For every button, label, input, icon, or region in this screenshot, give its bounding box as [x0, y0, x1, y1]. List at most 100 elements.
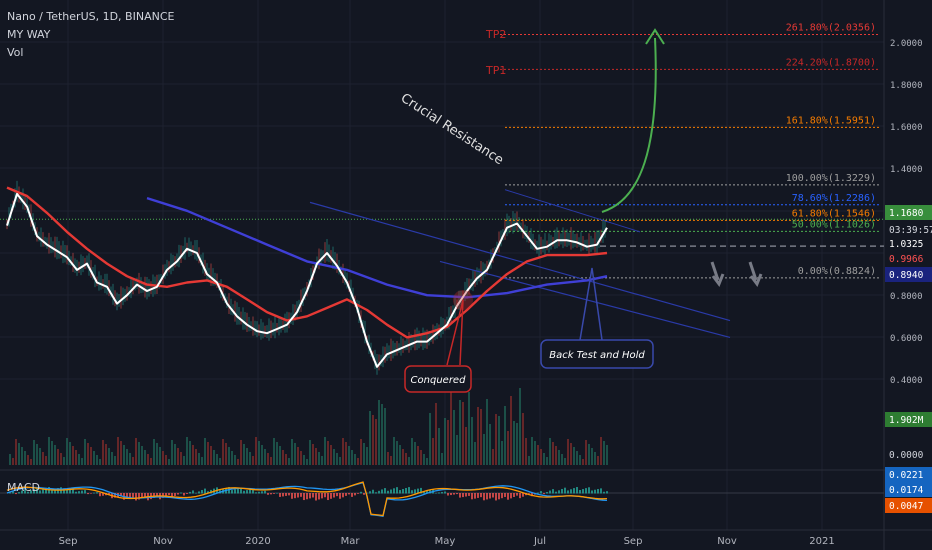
x-tick-label: Nov: [717, 536, 737, 547]
volume-bar: [279, 446, 281, 465]
macd-hist: [90, 493, 92, 494]
macd-hist: [456, 493, 458, 495]
volume-bar: [198, 453, 200, 465]
macd-hist: [498, 493, 500, 500]
volume-bar: [582, 459, 584, 465]
volume-bar: [510, 396, 512, 465]
volume-bar: [303, 455, 305, 465]
fib-label: 161.80%(1.5951): [786, 115, 876, 126]
fib-label: 100.00%(1.3229): [786, 173, 876, 184]
volume-bar: [417, 446, 419, 465]
macd-hist: [192, 490, 194, 494]
indicator-myway: MY WAY: [7, 28, 51, 41]
volume-bar: [102, 440, 104, 465]
macd-hist: [39, 490, 41, 494]
volume-bar: [51, 441, 53, 465]
macd-hist: [360, 491, 362, 494]
macd-hist: [291, 493, 293, 499]
volume-bar: [501, 441, 503, 465]
macd-hist: [390, 489, 392, 494]
volume-bar: [471, 417, 473, 465]
volume-bar: [321, 456, 323, 465]
volume-bar: [570, 443, 572, 465]
macd-hist: [417, 488, 419, 494]
volume-bar: [111, 452, 113, 465]
volume-bar: [378, 400, 380, 465]
macd-hist: [12, 491, 14, 494]
volume-bar: [213, 450, 215, 465]
macd-hist: [78, 491, 80, 494]
volume-bar: [342, 438, 344, 465]
macd-hist: [57, 488, 59, 494]
volume-bar: [69, 442, 71, 465]
macd-hist: [516, 493, 518, 496]
macd-hist: [99, 493, 101, 497]
volume-bar: [210, 446, 212, 465]
macd-hist: [477, 493, 479, 498]
volume-bar: [81, 458, 83, 465]
macd-hist: [438, 492, 440, 494]
volume-bar: [606, 445, 608, 465]
volume-bar: [123, 445, 125, 465]
macd-hist: [546, 492, 548, 494]
volume-bar: [597, 456, 599, 465]
volume-bar: [57, 449, 59, 465]
volume-bar: [66, 438, 68, 465]
macd-hist: [165, 493, 167, 497]
volume-bar: [309, 440, 311, 465]
volume-bar: [153, 439, 155, 465]
macd-hist: [570, 489, 572, 494]
macd-hist: [330, 493, 332, 499]
y-tick-label: 1.6000: [890, 123, 923, 133]
macd-hist: [588, 487, 590, 494]
volume-bar: [576, 451, 578, 465]
volume-bar: [177, 448, 179, 465]
volume-bar: [234, 455, 236, 465]
volume-bar: [30, 459, 32, 465]
badge-countdown: 03:39:57: [889, 225, 932, 236]
volume-bar: [351, 450, 353, 465]
macd-hist: [42, 489, 44, 494]
down-arrow-1: [748, 261, 758, 281]
macd-hist: [378, 490, 380, 494]
macd-hist: [474, 493, 476, 499]
volume-bar: [255, 437, 257, 465]
volume-bar: [144, 450, 146, 465]
tp2-label: TP2: [485, 28, 506, 41]
tp1-label: TP1: [485, 64, 506, 77]
y-tick-label: 0.6000: [890, 334, 923, 344]
volume-bar: [474, 442, 476, 465]
volume-bar: [192, 445, 194, 465]
resistance-trendline: [309, 201, 731, 322]
macd-hist: [555, 491, 557, 494]
volume-bar: [372, 415, 374, 465]
macd-hist: [441, 491, 443, 494]
macd-hist: [237, 488, 239, 494]
y-tick-label: 1.4000: [890, 165, 923, 175]
y-tick-label: 0.8000: [890, 292, 923, 302]
volume-bar: [567, 439, 569, 465]
macd-hist: [561, 488, 563, 494]
macd-hist: [552, 489, 554, 494]
volume-bar: [552, 442, 554, 465]
macd-hist: [243, 490, 245, 494]
macd-hist: [309, 493, 311, 499]
macd-hist: [81, 490, 83, 494]
volume-bar: [543, 453, 545, 465]
volume-bar: [534, 441, 536, 465]
macd-hist: [45, 488, 47, 494]
fib-label: 261.80%(2.0356): [786, 22, 876, 33]
volume-bar: [525, 438, 527, 465]
badge-countdown-bg: [885, 222, 932, 237]
macd-hist: [312, 493, 314, 498]
macd-hist: [129, 493, 131, 499]
volume-bar: [135, 438, 137, 465]
macd-hist: [18, 492, 20, 494]
macd-hist: [240, 487, 242, 494]
macd-hist: [504, 493, 506, 497]
volume-bar: [186, 437, 188, 465]
volume-bar: [15, 439, 17, 465]
volume-bar: [363, 443, 365, 465]
